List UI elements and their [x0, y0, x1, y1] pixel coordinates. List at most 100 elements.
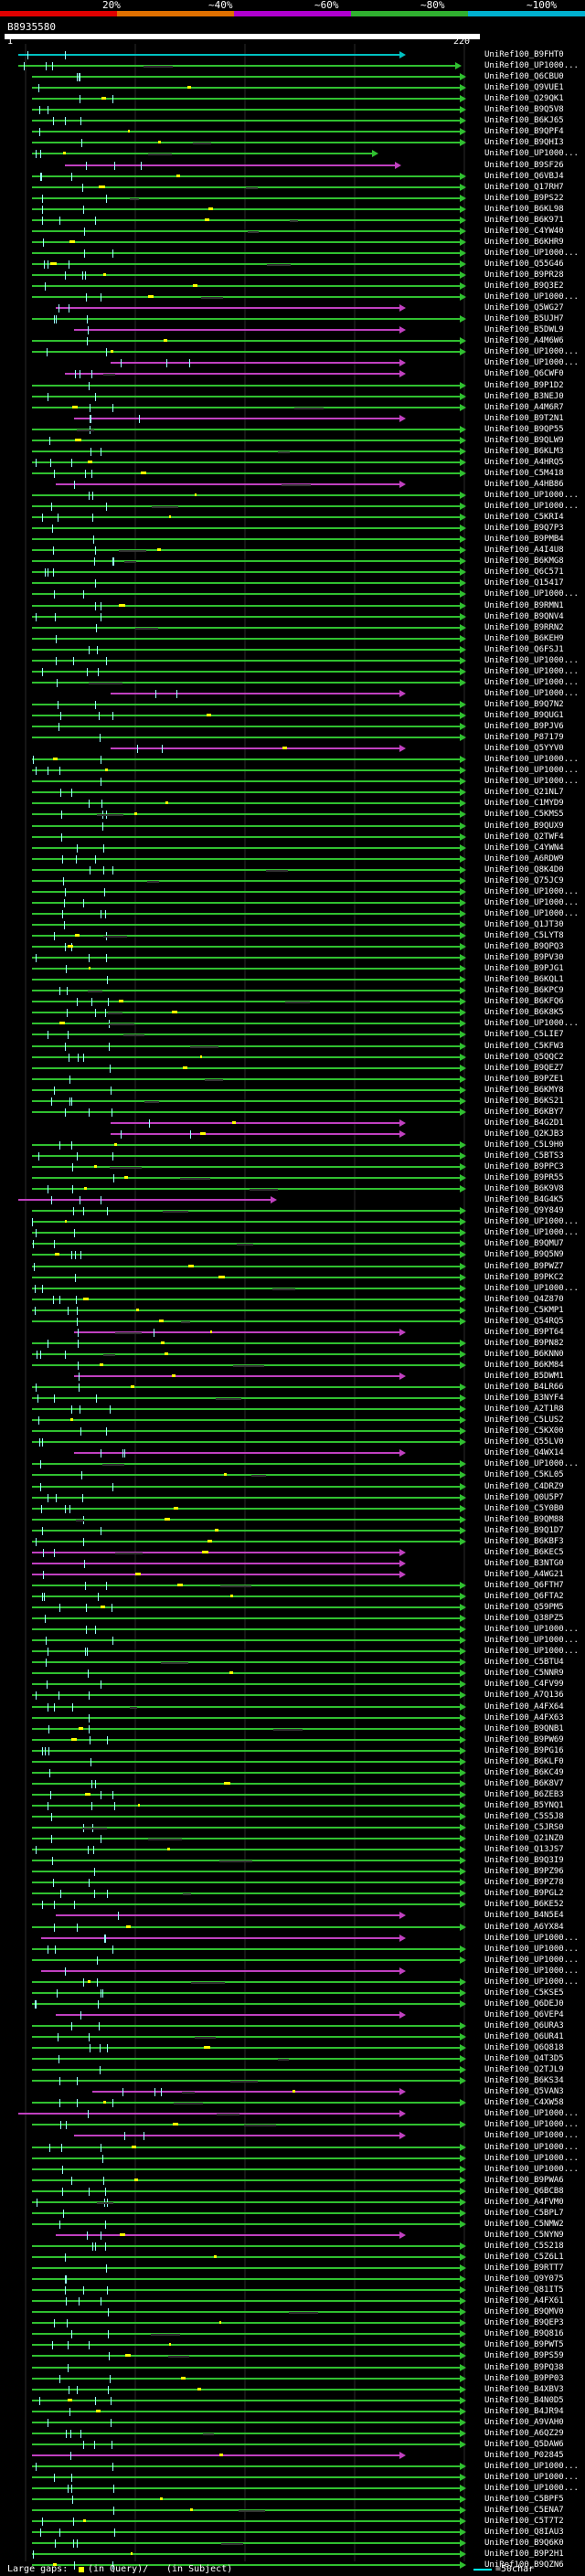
hit-row[interactable]: UniRef100_C1MYD9 — [0, 798, 585, 810]
hit-accession-link[interactable]: UniRef100_B9RRN2 — [484, 622, 564, 632]
hit-accession-link[interactable]: UniRef100_B9PZ78 — [484, 1878, 564, 1888]
hit-accession-link[interactable]: UniRef100_UP1000... — [484, 61, 579, 71]
hit-accession-link[interactable]: UniRef100_Q17RH7 — [484, 182, 564, 192]
hit-row[interactable]: UniRef100_B9QUG1 — [0, 710, 585, 722]
hit-row[interactable]: UniRef100_Q2TJL9 — [0, 2064, 585, 2076]
hit-accession-link[interactable]: UniRef100_UP1000... — [484, 688, 579, 698]
hit-row[interactable]: UniRef100_B9PJG1 — [0, 963, 585, 975]
hit-row[interactable]: UniRef100_B9PG16 — [0, 1745, 585, 1757]
hit-accession-link[interactable]: UniRef100_B3NTG0 — [484, 1558, 564, 1568]
hit-row[interactable]: UniRef100_A4M6R7 — [0, 402, 585, 414]
hit-row[interactable]: UniRef100_UP1000... — [0, 60, 585, 72]
hit-row[interactable]: UniRef100_UP1000... — [0, 2130, 585, 2142]
hit-accession-link[interactable]: UniRef100_Q5QQC2 — [484, 1052, 564, 1062]
hit-accession-link[interactable]: UniRef100_A9VAH0 — [484, 2417, 564, 2427]
hit-row[interactable]: UniRef100_B9FHT0 — [0, 49, 585, 61]
hit-row[interactable]: UniRef100_Q5VAN3 — [0, 2086, 585, 2098]
hit-accession-link[interactable]: UniRef100_UP1000... — [484, 2164, 579, 2174]
hit-accession-link[interactable]: UniRef100_Q6URA3 — [484, 2020, 564, 2030]
hit-row[interactable]: UniRef100_UP1000... — [0, 501, 585, 513]
hit-accession-link[interactable]: UniRef100_Q6CWF0 — [484, 369, 564, 379]
hit-row[interactable]: UniRef100_B9RTT7 — [0, 2263, 585, 2274]
hit-accession-link[interactable]: UniRef100_B3NYF4 — [484, 1394, 564, 1404]
hit-accession-link[interactable]: UniRef100_B9PPC3 — [484, 1162, 564, 1172]
hit-row[interactable]: UniRef100_B9PKC2 — [0, 1272, 585, 1284]
hit-row[interactable]: UniRef100_B5DWL9 — [0, 324, 585, 336]
hit-accession-link[interactable]: UniRef100_UP1000... — [484, 666, 579, 676]
hit-accession-link[interactable]: UniRef100_B9Q6K0 — [484, 2539, 564, 2549]
hit-accession-link[interactable]: UniRef100_C5S5J8 — [484, 1812, 564, 1821]
hit-row[interactable]: UniRef100_Q55LV0 — [0, 1436, 585, 1448]
hit-accession-link[interactable]: UniRef100_C5S218 — [484, 2241, 564, 2251]
hit-accession-link[interactable]: UniRef100_B5YNQ1 — [484, 1800, 564, 1810]
hit-accession-link[interactable]: UniRef100_B6KJ65 — [484, 116, 564, 126]
hit-row[interactable]: UniRef100_A4FVM0 — [0, 2197, 585, 2209]
hit-accession-link[interactable]: UniRef100_UP1000... — [484, 2473, 579, 2482]
hit-row[interactable]: UniRef100_Q1JT30 — [0, 919, 585, 931]
hit-row[interactable]: UniRef100_C5L9H0 — [0, 1140, 585, 1151]
hit-row[interactable]: UniRef100_B9QNB1 — [0, 1723, 585, 1735]
hit-row[interactable]: UniRef100_UP1000... — [0, 490, 585, 502]
hit-accession-link[interactable]: UniRef100_A6QZ29 — [484, 2428, 564, 2438]
hit-row[interactable]: UniRef100_B6KS21 — [0, 1096, 585, 1108]
hit-accession-link[interactable]: UniRef100_B6K8V7 — [484, 1778, 564, 1788]
hit-row[interactable]: UniRef100_Q6C571 — [0, 567, 585, 578]
hit-accession-link[interactable]: UniRef100_B9QMV0 — [484, 2307, 564, 2317]
hit-row[interactable]: UniRef100_Q6FTA2 — [0, 1591, 585, 1603]
hit-row[interactable]: UniRef100_B6KHR9 — [0, 237, 585, 249]
hit-row[interactable]: UniRef100_C4YW40 — [0, 226, 585, 238]
hit-accession-link[interactable]: UniRef100_UP1000... — [484, 766, 579, 776]
hit-accession-link[interactable]: UniRef100_B4N0D5 — [484, 2395, 564, 2405]
hit-accession-link[interactable]: UniRef100_C5KMS5 — [484, 810, 564, 820]
hit-accession-link[interactable]: UniRef100_B9PZE1 — [484, 1074, 564, 1084]
hit-accession-link[interactable]: UniRef100_Q6Q818 — [484, 2043, 564, 2053]
hit-row[interactable]: UniRef100_B6KBY7 — [0, 1107, 585, 1118]
hit-accession-link[interactable]: UniRef100_UP1000... — [484, 1933, 579, 1943]
hit-row[interactable]: UniRef100_Q5QQC2 — [0, 1052, 585, 1064]
hit-accession-link[interactable]: UniRef100_C5KL05 — [484, 1470, 564, 1480]
hit-accession-link[interactable]: UniRef100_B9Q1D7 — [484, 1525, 564, 1535]
hit-row[interactable]: UniRef100_Q6FSJ1 — [0, 644, 585, 656]
hit-accession-link[interactable]: UniRef100_B3NEJ0 — [484, 391, 564, 401]
hit-accession-link[interactable]: UniRef100_B6KC49 — [484, 1767, 564, 1777]
hit-accession-link[interactable]: UniRef100_Q6CBU0 — [484, 72, 564, 82]
hit-row[interactable]: UniRef100_C5BTS3 — [0, 1150, 585, 1162]
hit-accession-link[interactable]: UniRef100_B9QPF4 — [484, 127, 564, 137]
hit-row[interactable]: UniRef100_Q5DAW6 — [0, 2439, 585, 2451]
hit-accession-link[interactable]: UniRef100_B9PT64 — [484, 1327, 564, 1337]
hit-row[interactable]: UniRef100_B4LR66 — [0, 1382, 585, 1394]
hit-accession-link[interactable]: UniRef100_B5DWL9 — [484, 325, 564, 335]
hit-accession-link[interactable]: UniRef100_C5BTU4 — [484, 1658, 564, 1668]
hit-accession-link[interactable]: UniRef100_Q6FSJ1 — [484, 644, 564, 654]
hit-row[interactable]: UniRef100_UP1000... — [0, 292, 585, 303]
hit-accession-link[interactable]: UniRef100_C4DRZ9 — [484, 1481, 564, 1491]
hit-row[interactable]: UniRef100_B9PN82 — [0, 1338, 585, 1350]
hit-row[interactable]: UniRef100_B6KNN0 — [0, 1349, 585, 1361]
hit-row[interactable]: UniRef100_UP1000... — [0, 1624, 585, 1636]
hit-row[interactable]: UniRef100_Q21NL7 — [0, 787, 585, 799]
hit-accession-link[interactable]: UniRef100_B9P2H1 — [484, 2549, 564, 2560]
hit-accession-link[interactable]: UniRef100_B9PMB4 — [484, 535, 564, 545]
hit-accession-link[interactable]: UniRef100_B9PG16 — [484, 1745, 564, 1755]
hit-accession-link[interactable]: UniRef100_B9PR55 — [484, 1173, 564, 1183]
hit-row[interactable]: UniRef100_B9Q3E2 — [0, 281, 585, 292]
hit-row[interactable]: UniRef100_UP1000... — [0, 2142, 585, 2154]
hit-accession-link[interactable]: UniRef100_B9PWA6 — [484, 2175, 564, 2185]
hit-row[interactable]: UniRef100_B9PZE1 — [0, 1074, 585, 1086]
hit-accession-link[interactable]: UniRef100_B9Q7P3 — [484, 524, 564, 534]
hit-accession-link[interactable]: UniRef100_B9RMN1 — [484, 600, 564, 610]
hit-accession-link[interactable]: UniRef100_B9QUX9 — [484, 821, 564, 831]
hit-accession-link[interactable]: UniRef100_UP1000... — [484, 347, 579, 357]
hit-accession-link[interactable]: UniRef100_UP1000... — [484, 908, 579, 918]
hit-accession-link[interactable]: UniRef100_Q4WX14 — [484, 1448, 564, 1458]
hit-accession-link[interactable]: UniRef100_Q9Y075 — [484, 2274, 564, 2284]
hit-row[interactable]: UniRef100_UP1000... — [0, 897, 585, 909]
hit-row[interactable]: UniRef100_Q6VBJ4 — [0, 171, 585, 183]
hit-row[interactable]: UniRef100_Q21NZ0 — [0, 1833, 585, 1845]
hit-row[interactable]: UniRef100_C5S218 — [0, 2241, 585, 2253]
hit-accession-link[interactable]: UniRef100_A6YX84 — [484, 1922, 564, 1932]
hit-accession-link[interactable]: UniRef100_UP1000... — [484, 886, 579, 896]
hit-accession-link[interactable]: UniRef100_B9QEP3 — [484, 2318, 564, 2328]
hit-row[interactable]: UniRef100_C4YWN4 — [0, 843, 585, 854]
hit-row[interactable]: UniRef100_C5NMW2 — [0, 2219, 585, 2231]
